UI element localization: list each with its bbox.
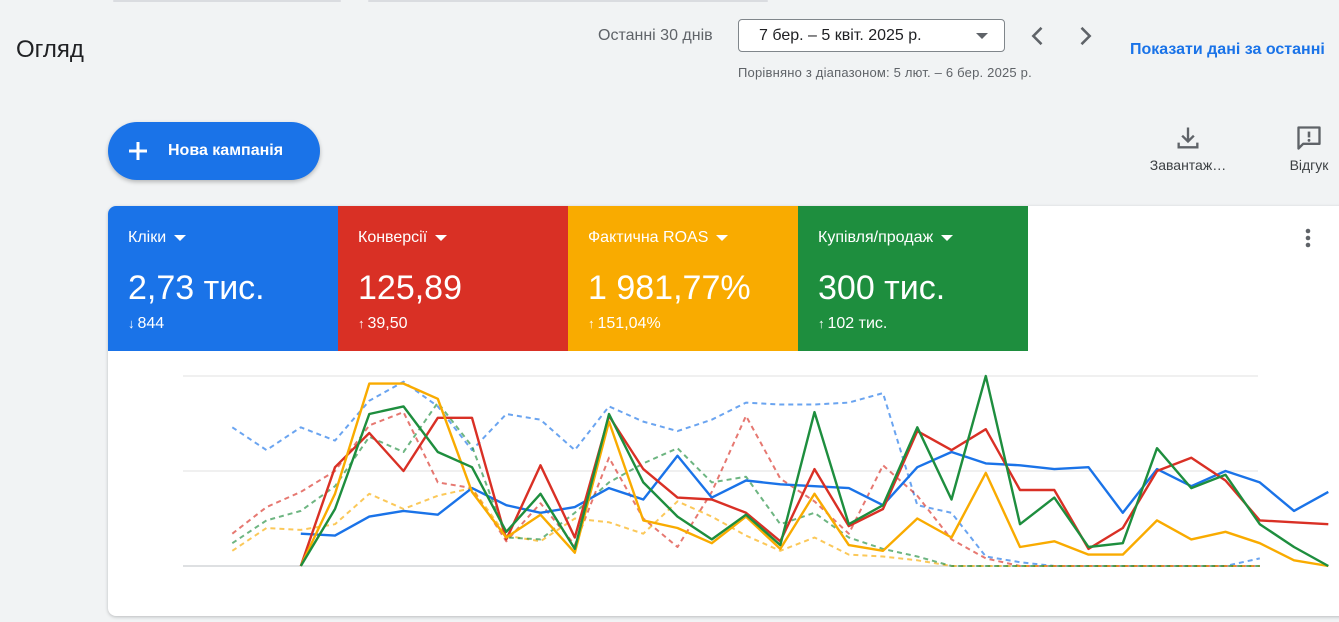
page-title: Огляд — [16, 36, 84, 63]
chart-series-line — [299, 414, 1329, 567]
metric-name: Конверсії — [358, 229, 428, 246]
date-range-value: 7 бер. – 5 квіт. 2025 р. — [759, 27, 922, 44]
dropdown-arrow-icon[interactable] — [941, 234, 954, 241]
chevron-right-icon[interactable] — [1071, 22, 1099, 50]
chart-series-line — [299, 374, 1329, 568]
metric-delta: 102 тис. — [827, 315, 888, 332]
date-range-select[interactable]: 7 бер. – 5 квіт. 2025 р. — [738, 19, 1005, 52]
chevron-left-icon[interactable] — [1024, 22, 1052, 50]
metric-delta: 151,04% — [597, 315, 661, 332]
plus-icon — [129, 142, 147, 160]
arrow-down-icon: ↓ — [128, 316, 135, 331]
show-data-link[interactable]: Показати дані за останні — [1130, 41, 1325, 58]
chart-series-line — [299, 382, 1329, 568]
performance-chart[interactable] — [108, 351, 1339, 616]
dropdown-arrow-icon[interactable] — [716, 234, 729, 241]
feedback-icon — [1297, 126, 1321, 150]
performance-card: Кліки 2,73 тис. ↓ 844 Конверсії 125,89 ↑ 3… — [108, 206, 1339, 616]
arrow-up-icon: ↑ — [358, 316, 365, 331]
compare-range-text: Порівняно з діапазоном: 5 лют. – 6 бер. … — [738, 65, 1032, 80]
arrow-up-icon: ↑ — [588, 316, 595, 331]
feedback-button[interactable]: Відгук — [1280, 124, 1338, 173]
metric-tile-clicks[interactable]: Кліки 2,73 тис. ↓ 844 — [108, 206, 338, 351]
metric-tile-purchases[interactable]: Купівля/продаж 300 тис. ↑ 102 тис. — [798, 206, 1028, 351]
metric-delta: 39,50 — [367, 315, 408, 332]
download-label: Завантаж… — [1149, 157, 1227, 173]
top-strip-segment — [368, 0, 768, 2]
metric-tile-roas[interactable]: Фактична ROAS 1 981,77% ↑ 151,04% — [568, 206, 798, 351]
dropdown-arrow-icon[interactable] — [174, 234, 187, 241]
new-campaign-label: Нова кампанія — [168, 142, 284, 159]
download-icon — [1177, 127, 1199, 149]
metric-value: 1 981,77% — [588, 269, 751, 307]
caret-down-icon — [976, 33, 988, 39]
metric-name: Фактична ROAS — [588, 229, 709, 246]
metric-delta: 844 — [137, 315, 165, 332]
dropdown-arrow-icon[interactable] — [435, 234, 448, 241]
arrow-up-icon: ↑ — [818, 316, 825, 331]
new-campaign-button[interactable]: Нова кампанія — [108, 122, 320, 180]
metric-name: Кліки — [128, 229, 167, 246]
more-vert-icon[interactable] — [1298, 226, 1318, 250]
metric-tile-conversions[interactable]: Конверсії 125,89 ↑ 39,50 — [338, 206, 568, 351]
top-strip-segment — [113, 0, 341, 2]
feedback-label: Відгук — [1289, 157, 1329, 173]
metric-value: 2,73 тис. — [128, 269, 265, 307]
metric-value: 300 тис. — [818, 269, 946, 307]
date-range-label: Останні 30 днів — [598, 27, 713, 44]
download-button[interactable]: Завантаж… — [1142, 124, 1234, 173]
metric-name: Купівля/продаж — [818, 229, 934, 246]
metric-value: 125,89 — [358, 269, 462, 307]
chart-series-line — [300, 450, 1329, 537]
top-strip — [0, 0, 1339, 4]
chart-series-line — [231, 401, 1260, 567]
